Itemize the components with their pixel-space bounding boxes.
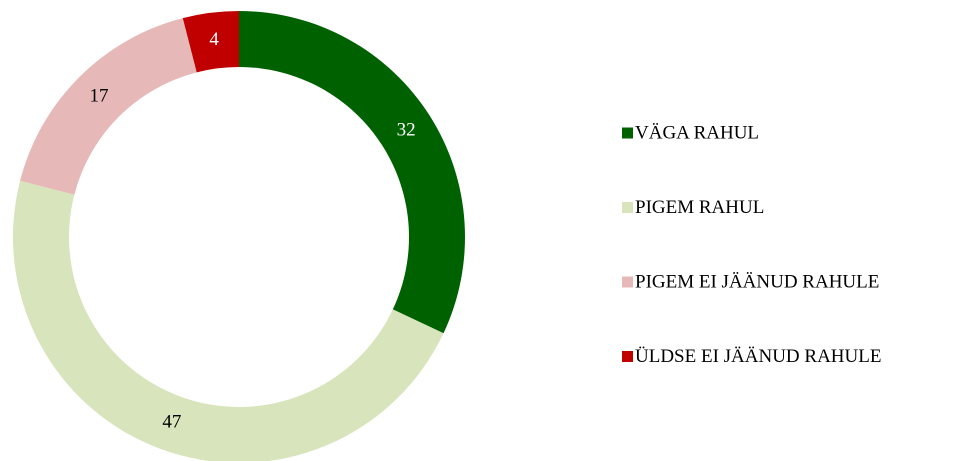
legend-swatch: [622, 202, 633, 213]
donut-segment: [182, 11, 239, 73]
data-label: 17: [89, 85, 108, 106]
data-label: 4: [209, 29, 219, 50]
donut-segment: [13, 180, 444, 461]
legend-swatch: [622, 276, 633, 288]
legend-label: VÄGA RAHUL: [635, 122, 759, 143]
data-label: 47: [162, 412, 181, 433]
donut-segment: [20, 18, 197, 195]
legend-label: PIGEM RAHUL: [635, 197, 764, 218]
legend-label: PIGEM EI JÄÄNUD RAHULE: [635, 271, 879, 292]
legend-swatch: [622, 351, 633, 362]
donut-segment: [239, 11, 465, 334]
legend-swatch: [622, 127, 633, 139]
data-label: 32: [397, 119, 416, 140]
legend-label: ÜLDSE EI JÄÄNUD RAHULE: [635, 346, 881, 367]
